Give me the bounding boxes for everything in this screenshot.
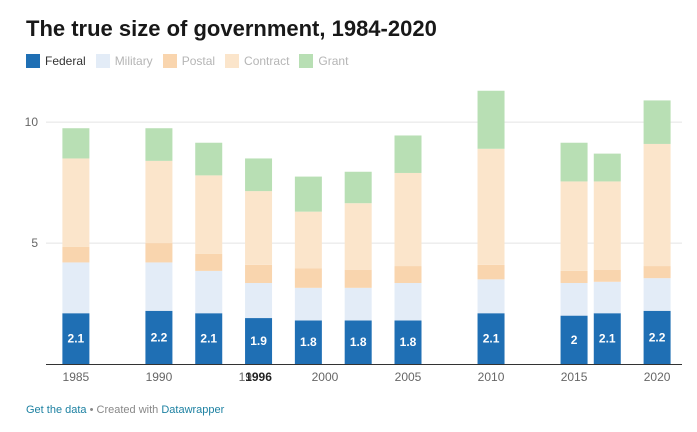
- bar-military: [145, 262, 173, 311]
- bar-federal: [145, 310, 173, 364]
- bar-federal: [294, 320, 322, 364]
- bar-federal: [643, 310, 671, 364]
- legend-swatch: [225, 54, 240, 68]
- bar-federal: [593, 313, 621, 364]
- bar-postal: [643, 266, 671, 279]
- bar-data-label: 2: [571, 333, 578, 347]
- bar-contract: [394, 172, 422, 267]
- bar-federal: [245, 318, 273, 364]
- bar-military: [294, 287, 322, 321]
- bar-grant: [245, 158, 273, 192]
- bar-data-label: 1.8: [300, 335, 317, 349]
- bar-data-label: 2.1: [483, 332, 500, 346]
- legend-swatch: [162, 54, 177, 68]
- bar-federal: [62, 313, 90, 364]
- x-tick-label: 2005: [395, 370, 422, 384]
- legend: Federal Military Postal Contract Grant: [26, 54, 358, 68]
- bar-data-label: 2.2: [151, 330, 168, 344]
- bar-military: [593, 281, 621, 314]
- bar-contract: [145, 160, 173, 244]
- legend-label: Postal: [181, 54, 216, 68]
- bar-contract: [62, 158, 90, 247]
- bar-federal: [195, 313, 223, 364]
- legend-item-federal: Federal: [26, 54, 86, 68]
- legend-label: Federal: [45, 54, 86, 68]
- legend-item-postal: Postal: [162, 54, 216, 68]
- bar-military: [195, 270, 223, 314]
- y-tick-label: 5: [31, 236, 38, 250]
- bar-data-label: 2.1: [599, 332, 616, 346]
- x-tick-label: 2010: [478, 370, 505, 384]
- bar-postal: [62, 246, 90, 263]
- datawrapper-link[interactable]: Datawrapper: [161, 404, 225, 416]
- bar-contract: [195, 175, 223, 254]
- bar-military: [394, 282, 422, 321]
- legend-label: Contract: [244, 54, 290, 68]
- bar-grant: [593, 153, 621, 182]
- bar-contract: [593, 181, 621, 270]
- bar-federal: [344, 320, 372, 364]
- bar-data-label: 2.1: [200, 332, 217, 346]
- bar-postal: [344, 269, 372, 288]
- bar-contract: [344, 203, 372, 270]
- bar-grant: [62, 128, 90, 159]
- bar-postal: [394, 266, 422, 283]
- bar-grant: [477, 90, 505, 149]
- x-tick-label: 2000: [312, 370, 339, 384]
- legend-item-contract: Contract: [225, 54, 289, 68]
- legend-swatch: [26, 54, 40, 68]
- legend-label: Military: [114, 54, 153, 68]
- bar-military: [62, 262, 90, 314]
- bar-federal: [560, 315, 588, 364]
- x-tick-label: 2015: [561, 370, 588, 384]
- x-tick-label: 19: [239, 370, 253, 384]
- bar-data-label: 2.1: [68, 332, 85, 346]
- bar-postal: [145, 243, 173, 263]
- bar-postal: [294, 268, 322, 288]
- bar-grant: [145, 128, 173, 161]
- bar-postal: [195, 253, 223, 271]
- bar-grant: [195, 142, 223, 176]
- legend-item-military: Military: [95, 54, 153, 68]
- y-tick-label: 10: [25, 115, 39, 129]
- bar-grant: [344, 171, 372, 204]
- bar-postal: [477, 264, 505, 280]
- bar-data-label: 2.2: [649, 330, 666, 344]
- legend-swatch: [299, 54, 314, 68]
- bar-contract: [560, 181, 588, 271]
- x-tick-label: 1985: [63, 370, 90, 384]
- bar-contract: [245, 191, 273, 265]
- chart-title: The true size of government, 1984-2020: [26, 16, 437, 41]
- legend-label: Grant: [318, 54, 349, 68]
- footer: Get the data • Created with Datawrapper: [26, 404, 224, 416]
- bar-data-label: 1.9: [250, 334, 267, 348]
- bar-postal: [593, 269, 621, 282]
- bar-military: [477, 279, 505, 314]
- bar-postal: [560, 270, 588, 283]
- bar-military: [643, 278, 671, 311]
- bar-contract: [477, 148, 505, 265]
- bar-data-label: 1.8: [350, 335, 367, 349]
- bar-contract: [294, 211, 322, 269]
- get-the-data-link[interactable]: Get the data: [26, 404, 87, 416]
- x-tick-label: 2020: [644, 370, 671, 384]
- x-tick-label: 1990: [146, 370, 173, 384]
- bar-grant: [560, 142, 588, 182]
- bar-data-label: 1.8: [400, 335, 417, 349]
- legend-swatch: [95, 54, 110, 68]
- chart-svg: 5 10 2.1 2.2 2.1 1.9 1.8 1.8 1.8 2.1 2 2.1 2.2 1985 19…: [25, 90, 682, 384]
- bar-grant: [643, 100, 671, 144]
- bar-military: [245, 282, 273, 319]
- bar-grant: [294, 176, 322, 212]
- bar-military: [560, 282, 588, 316]
- bar-federal: [477, 313, 505, 364]
- legend-item-grant: Grant: [299, 54, 348, 68]
- x-tick-label: 1996: [245, 370, 272, 384]
- bar-postal: [245, 264, 273, 283]
- bar-federal: [394, 320, 422, 364]
- bar-contract: [643, 143, 671, 267]
- bar-grant: [394, 135, 422, 173]
- bar-military: [344, 287, 372, 321]
- footer-separator: • Created with: [86, 404, 162, 416]
